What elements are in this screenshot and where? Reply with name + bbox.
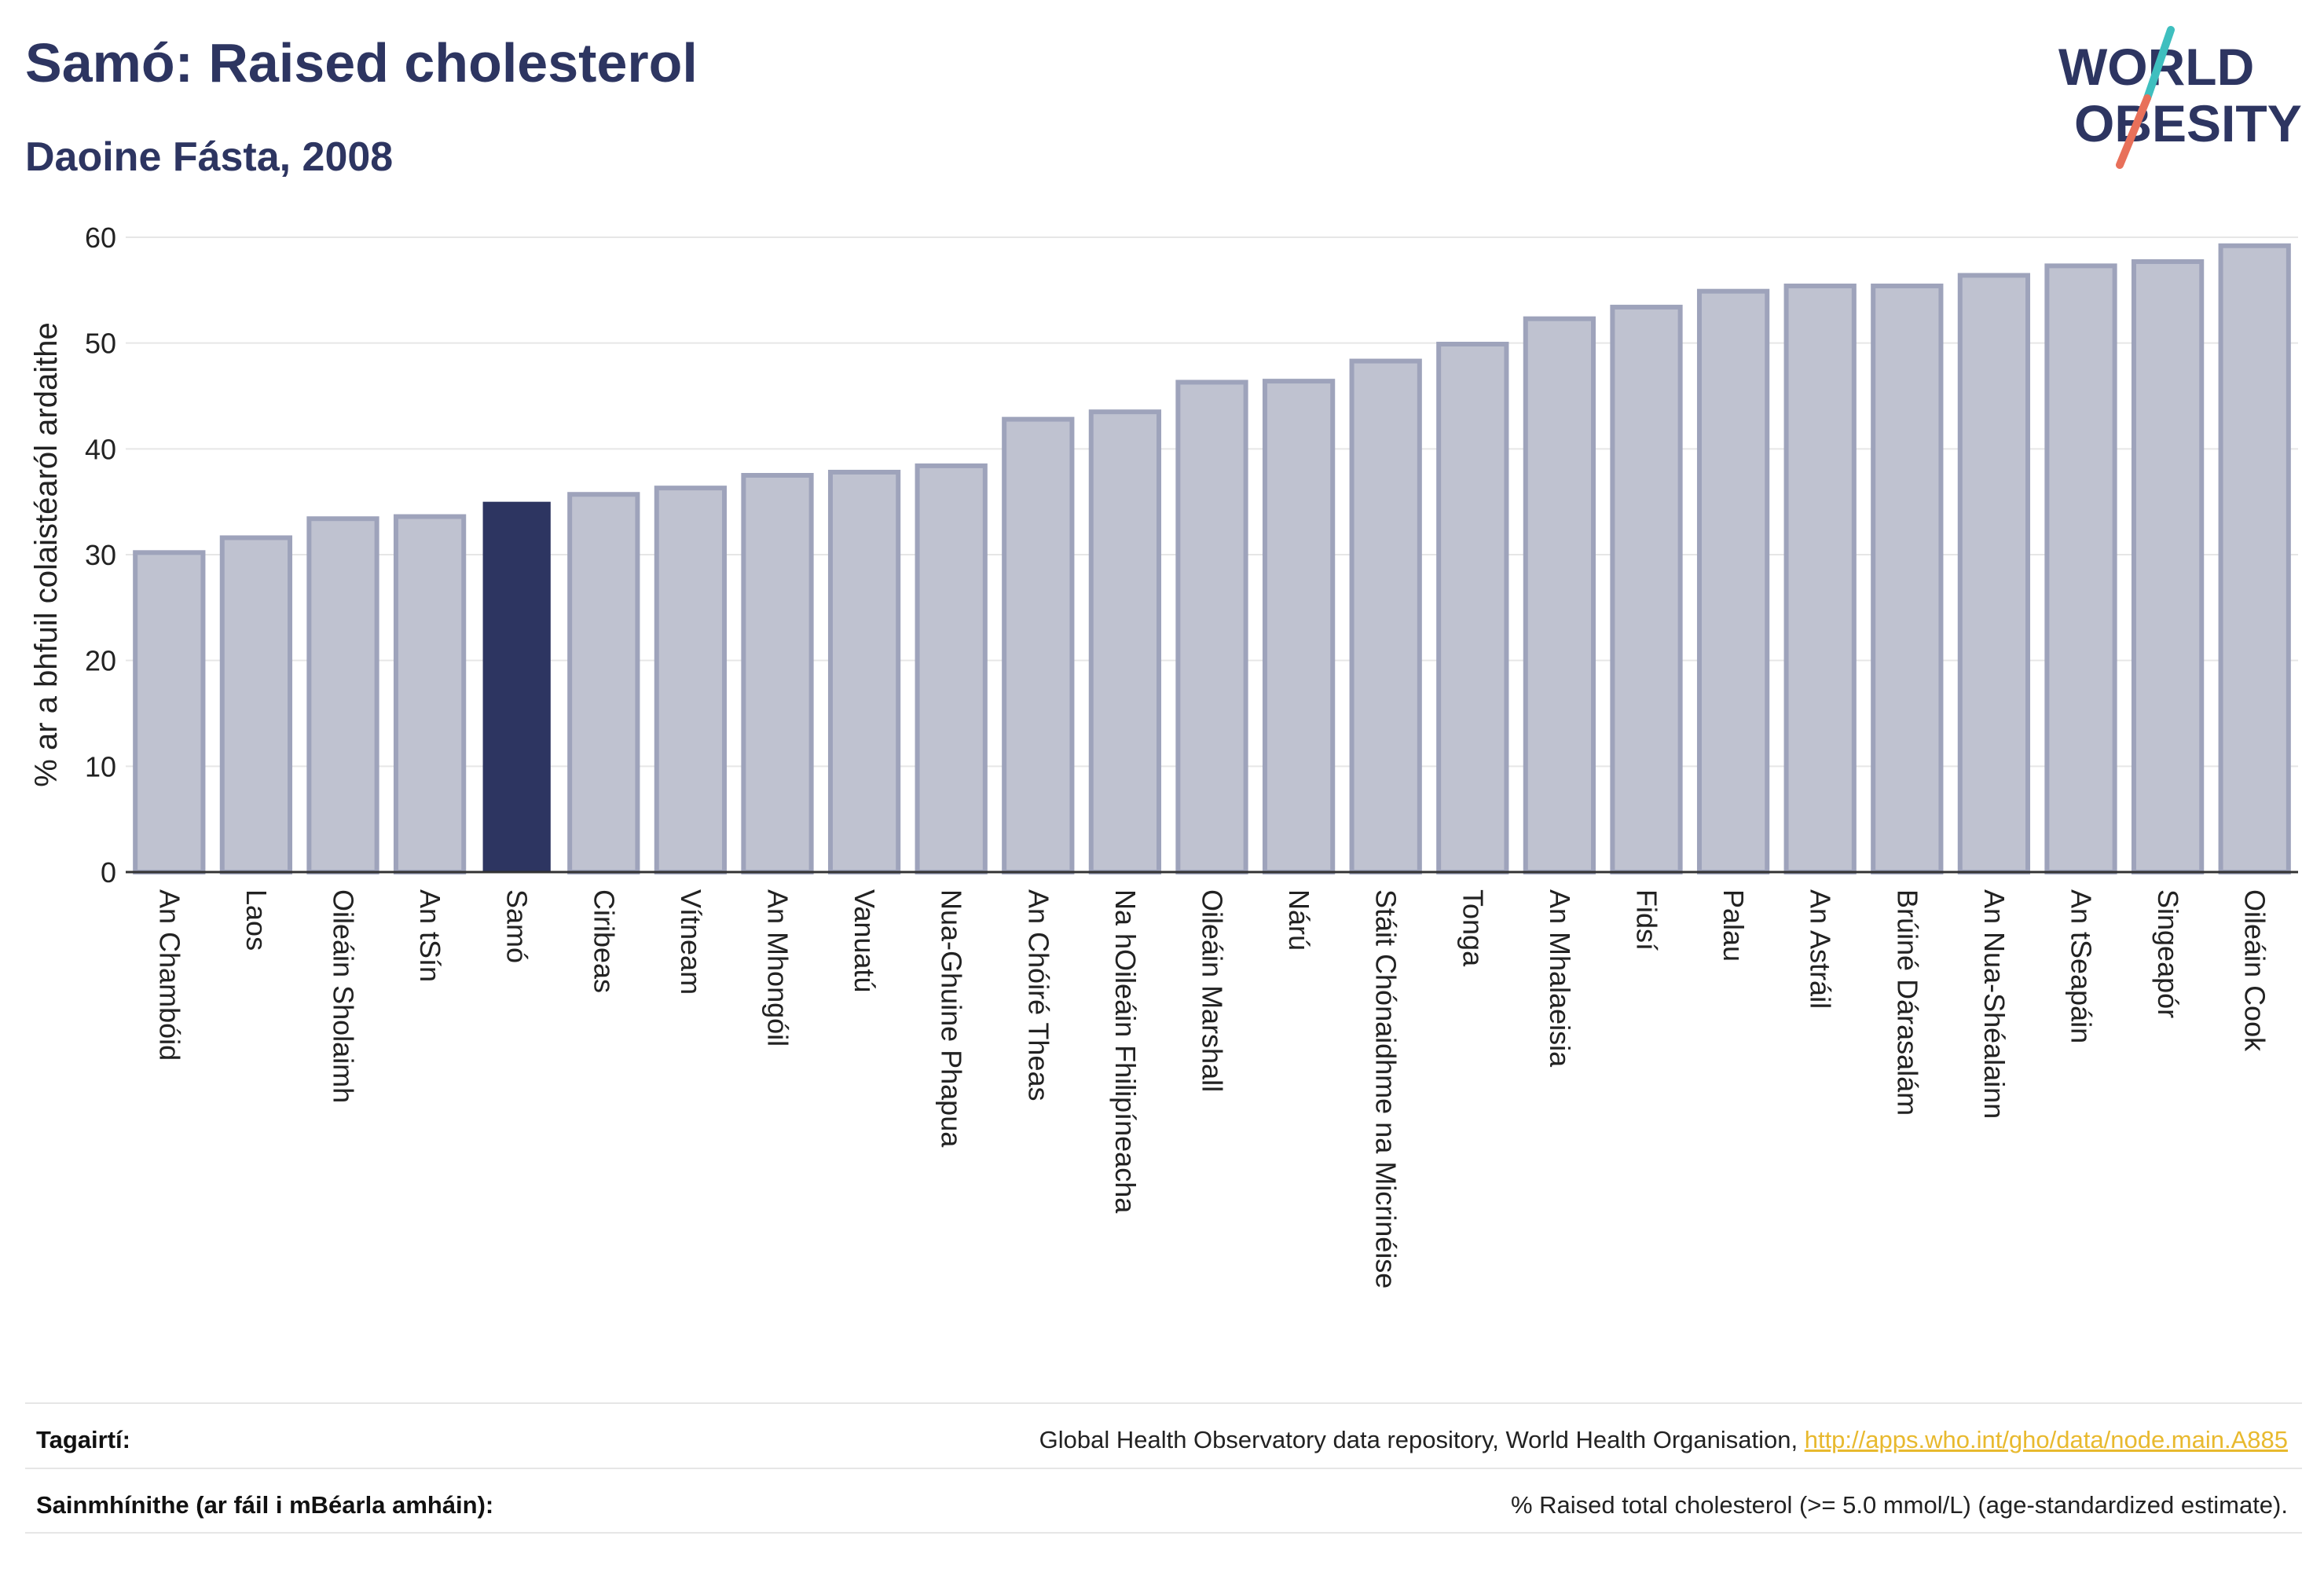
- x-tick-label: Vanuatú: [849, 889, 881, 992]
- bar-2: [306, 516, 379, 874]
- logo-slash-coral: [2116, 94, 2151, 169]
- x-tick-label: An tSín: [414, 889, 446, 982]
- bar-6: [654, 486, 728, 874]
- bar-5: [567, 492, 640, 874]
- references-value: Global Health Observatory data repositor…: [1039, 1426, 2288, 1454]
- footer-divider: [25, 1532, 2302, 1534]
- x-tick-label: An Chambóid: [153, 889, 185, 1061]
- x-axis-labels: An Chambóid Laos Oileáin Sholaimh An tSín Sa…: [153, 889, 2271, 1288]
- logo-slash-teal: [2143, 26, 2175, 102]
- world-obesity-logo: WORLD OBESITY: [2058, 26, 2302, 169]
- x-tick-label: An Mhalaeisia: [1544, 889, 1576, 1068]
- x-tick-label: Stáit Chónaidhme na Micrinéise: [1370, 889, 1402, 1288]
- bar-13: [1262, 379, 1336, 874]
- x-tick-label: Laos: [240, 889, 273, 951]
- x-tick-label: Samó: [501, 889, 533, 963]
- bar-10: [1002, 416, 1075, 874]
- bar-0: [133, 550, 206, 874]
- references-label: Tagairtí:: [36, 1426, 130, 1453]
- bar-21: [1957, 273, 2031, 875]
- x-tick-label: Oileáin Sholaimh: [328, 889, 360, 1103]
- y-tick-label: 10: [85, 750, 116, 783]
- x-tick-label: Oileáin Marshall: [1197, 889, 1229, 1092]
- x-tick-label: An Astráil: [1805, 889, 1837, 1009]
- x-tick-label: An Nua-Shéalainn: [1978, 889, 2011, 1119]
- references-text: Global Health Observatory data repositor…: [1039, 1426, 1798, 1453]
- y-tick-label: 60: [85, 222, 116, 254]
- x-tick-label: Oileáin Cook: [2239, 889, 2271, 1052]
- x-tick-label: Vítneam: [675, 889, 707, 995]
- bar-17: [1610, 304, 1683, 874]
- bar-3: [393, 514, 467, 875]
- bar-11: [1088, 409, 1162, 874]
- y-tick-label: 20: [85, 645, 116, 677]
- definitions-row: Sainmhínithe (ar fáil i mBéarla amháin):…: [25, 1468, 2302, 1532]
- bar-16: [1523, 316, 1596, 874]
- y-tick-label: 40: [85, 433, 116, 465]
- bar-18: [1696, 288, 1770, 874]
- x-tick-label: Nua-Ghuine Phapua: [936, 889, 968, 1148]
- bar-9: [915, 463, 988, 874]
- bar-23: [2131, 258, 2205, 874]
- x-tick-label: Na hOileáin Fhilipíneacha: [1109, 889, 1142, 1214]
- bar-19: [1783, 283, 1857, 874]
- bar-14: [1349, 358, 1422, 874]
- bar-8: [827, 469, 901, 875]
- references-link[interactable]: http://apps.who.int/gho/data/node.main.A…: [1804, 1426, 2288, 1453]
- bar-15: [1436, 342, 1509, 875]
- page-title: Samó: Raised cholesterol: [25, 32, 698, 93]
- x-tick-label: Tonga: [1457, 889, 1489, 967]
- x-tick-label: Fidsí: [1631, 889, 1663, 951]
- logo-line2: OBESITY: [2074, 94, 2302, 152]
- bar-12: [1175, 379, 1248, 874]
- y-axis-ticks: 0 10 20 30 40 50 60: [85, 222, 116, 889]
- page-subtitle: Daoine Fásta, 2008: [25, 134, 394, 180]
- bar-chart: 0 10 20 30 40 50 60 An Chambóid Laos Oileáin Sho…: [29, 222, 2298, 1288]
- x-tick-label: An Chóiré Theas: [1022, 889, 1054, 1101]
- x-tick-label: An Mhongóil: [762, 889, 794, 1046]
- x-tick-label: Nárú: [1283, 889, 1315, 951]
- y-tick-label: 50: [85, 328, 116, 360]
- y-tick-label: 30: [85, 539, 116, 571]
- x-tick-label: Palau: [1717, 889, 1750, 962]
- references-row: Tagairtí: Global Health Observatory data…: [25, 1402, 2302, 1467]
- bar-20: [1871, 283, 1944, 874]
- bars: [133, 243, 2291, 875]
- x-tick-label: An tSeapáin: [2066, 889, 2098, 1043]
- definitions-label: Sainmhínithe (ar fáil i mBéarla amháin):: [36, 1491, 494, 1519]
- bar-1: [219, 535, 293, 874]
- bar-24: [2218, 243, 2291, 875]
- x-tick-label: Ciribeas: [588, 889, 620, 993]
- bar-22: [2044, 263, 2117, 874]
- x-tick-label: Brúiné Dárasalám: [1891, 889, 1923, 1116]
- y-axis-label: % ar a bhfuil colaistéaról ardaithe: [29, 322, 64, 786]
- bar-7: [741, 473, 814, 874]
- y-tick-label: 0: [101, 856, 116, 889]
- bar-4: [482, 501, 551, 872]
- x-tick-label: Singeapór: [2152, 889, 2184, 1018]
- definitions-value: % Raised total cholesterol (>= 5.0 mmol/…: [1510, 1491, 2288, 1519]
